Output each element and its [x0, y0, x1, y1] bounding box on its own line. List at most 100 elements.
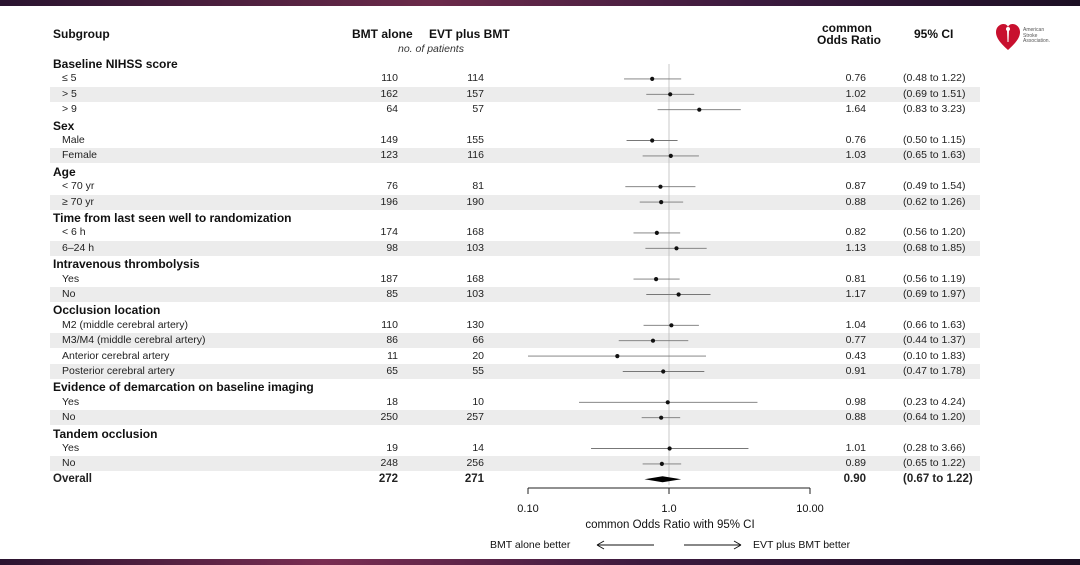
row-label: Female — [62, 149, 98, 162]
evt-count: 130 — [466, 318, 484, 331]
evt-count: 81 — [472, 180, 484, 193]
table-row: No 248 256 0.89 (0.65 to 1.22) — [50, 456, 980, 472]
row-label: Yes — [62, 442, 80, 454]
odds-ratio: 1.04 — [845, 318, 866, 331]
aha-logo: American Stroke Association. — [995, 22, 1065, 62]
confidence-interval: (0.23 to 4.24) — [903, 395, 966, 408]
point-estimate — [650, 138, 655, 143]
row-label: < 70 yr — [62, 180, 95, 193]
bmt-count: 64 — [386, 103, 398, 116]
evt-count: 114 — [467, 72, 484, 85]
row-label: Posterior cerebral artery — [62, 365, 175, 377]
row-label: Yes — [62, 272, 80, 285]
x-axis-label: common Odds Ratio with 95% CI — [585, 519, 755, 531]
group-title: Time from last seen well to randomizatio… — [53, 211, 292, 225]
overall-ci: (0.67 to 1.22) — [903, 472, 973, 485]
table-row: Posterior cerebral artery 65 55 0.91 (0.47 t… — [50, 364, 980, 379]
confidence-interval: (0.48 to 1.22) — [903, 72, 966, 85]
confidence-interval: (0.83 to 3.23) — [903, 103, 966, 116]
odds-ratio: 0.76 — [845, 134, 866, 146]
right-annotation: EVT plus BMT better — [753, 539, 851, 551]
bmt-count: 174 — [380, 226, 398, 239]
header-or-line1: common — [822, 21, 873, 35]
confidence-interval: (0.69 to 1.97) — [903, 288, 966, 300]
evt-count: 190 — [466, 195, 484, 208]
group-title: Tandem occlusion — [53, 426, 158, 441]
group-title: Baseline NIHSS score — [53, 57, 178, 71]
point-estimate — [674, 246, 679, 251]
logo-text: American Stroke Association. — [1023, 27, 1050, 45]
bmt-count: 248 — [380, 457, 398, 470]
logo-line-3: Association. — [1023, 38, 1050, 44]
row-label: Anterior cerebral artery — [62, 349, 170, 362]
evt-count: 257 — [466, 411, 484, 424]
point-estimate — [615, 354, 620, 359]
bmt-count: 19 — [386, 442, 398, 454]
point-estimate — [658, 184, 663, 189]
point-estimate — [650, 76, 655, 81]
bmt-count: 98 — [386, 241, 398, 254]
bmt-count: 187 — [380, 272, 398, 285]
overall-or: 0.90 — [843, 472, 866, 485]
confidence-interval: (0.49 to 1.54) — [903, 180, 966, 193]
bmt-count: 250 — [380, 411, 398, 424]
group-title: Evidence of demarcation on baseline imag… — [53, 380, 314, 395]
point-estimate — [669, 323, 674, 328]
odds-ratio: 0.43 — [845, 349, 866, 362]
logo-line-1: American — [1023, 27, 1045, 33]
row-label: ≥ 70 yr — [62, 195, 95, 208]
odds-ratio: 0.77 — [845, 334, 866, 347]
odds-ratio: 0.98 — [845, 395, 866, 408]
header-or-line2: Odds Ratio — [817, 33, 882, 47]
point-estimate — [697, 107, 702, 112]
evt-count: 103 — [466, 288, 484, 300]
confidence-interval: (0.62 to 1.26) — [903, 195, 966, 208]
odds-ratio: 1.17 — [845, 288, 866, 300]
confidence-interval: (0.47 to 1.78) — [903, 365, 966, 377]
bmt-count: 85 — [386, 288, 398, 300]
odds-ratio: 1.13 — [845, 241, 866, 254]
confidence-interval: (0.66 to 1.63) — [903, 318, 966, 331]
point-estimate — [654, 230, 659, 235]
bmt-count: 65 — [386, 365, 398, 377]
left-arrow-head — [596, 540, 605, 550]
bmt-count: 110 — [381, 318, 398, 331]
confidence-interval: (0.56 to 1.19) — [903, 272, 966, 285]
point-estimate — [653, 277, 659, 282]
row-label: M3/M4 (middle cerebral artery) — [62, 334, 206, 347]
table-row: M3/M4 (middle cerebral artery) 86 66 0.77 (0… — [50, 333, 980, 349]
row-label: > 9 — [62, 103, 77, 116]
odds-ratio: 1.02 — [845, 87, 866, 100]
table-row: Female 123 116 1.03 (0.65 to 1.63) — [50, 148, 980, 164]
confidence-interval: (0.65 to 1.22) — [903, 457, 966, 470]
table-row: < 6 h 174 168 0.82 (0.56 to 1.20) — [50, 225, 980, 240]
confidence-interval: (0.44 to 1.37) — [903, 334, 966, 347]
odds-ratio: 1.03 — [845, 149, 866, 162]
table-row: Yes 187 168 0.81 (0.56 to 1.19) — [50, 272, 980, 287]
overall-label: Overall — [53, 472, 92, 485]
odds-ratio: 0.89 — [845, 457, 866, 470]
overall-row: Overall 272 271 0.90 (0.67 to 1.22) — [50, 472, 980, 487]
row-label: > 5 — [62, 87, 77, 100]
confidence-interval: (0.56 to 1.20) — [903, 226, 966, 239]
bmt-count: 149 — [380, 134, 398, 146]
point-estimate — [659, 200, 664, 205]
point-estimate — [665, 400, 670, 405]
point-estimate — [650, 338, 656, 343]
point-estimate — [667, 446, 672, 451]
confidence-interval: (0.65 to 1.63) — [903, 149, 966, 162]
group-title: Occlusion location — [53, 303, 161, 318]
table-row: Male 149 155 0.76 (0.50 to 1.15) — [50, 133, 980, 148]
group-title: Sex — [53, 118, 75, 133]
header-evt-bmt: EVT plus BMT — [429, 27, 510, 41]
bmt-count: 123 — [380, 149, 398, 162]
row-label: < 6 h — [62, 226, 86, 239]
heart-torch-icon — [996, 24, 1020, 50]
odds-ratio: 1.01 — [845, 442, 866, 454]
bmt-count: 11 — [387, 349, 398, 362]
right-arrow-head — [733, 540, 742, 550]
point-estimate — [676, 292, 681, 297]
table-row: Yes 18 10 0.98 (0.23 to 4.24) — [50, 395, 980, 410]
overall-diamond — [644, 476, 682, 483]
